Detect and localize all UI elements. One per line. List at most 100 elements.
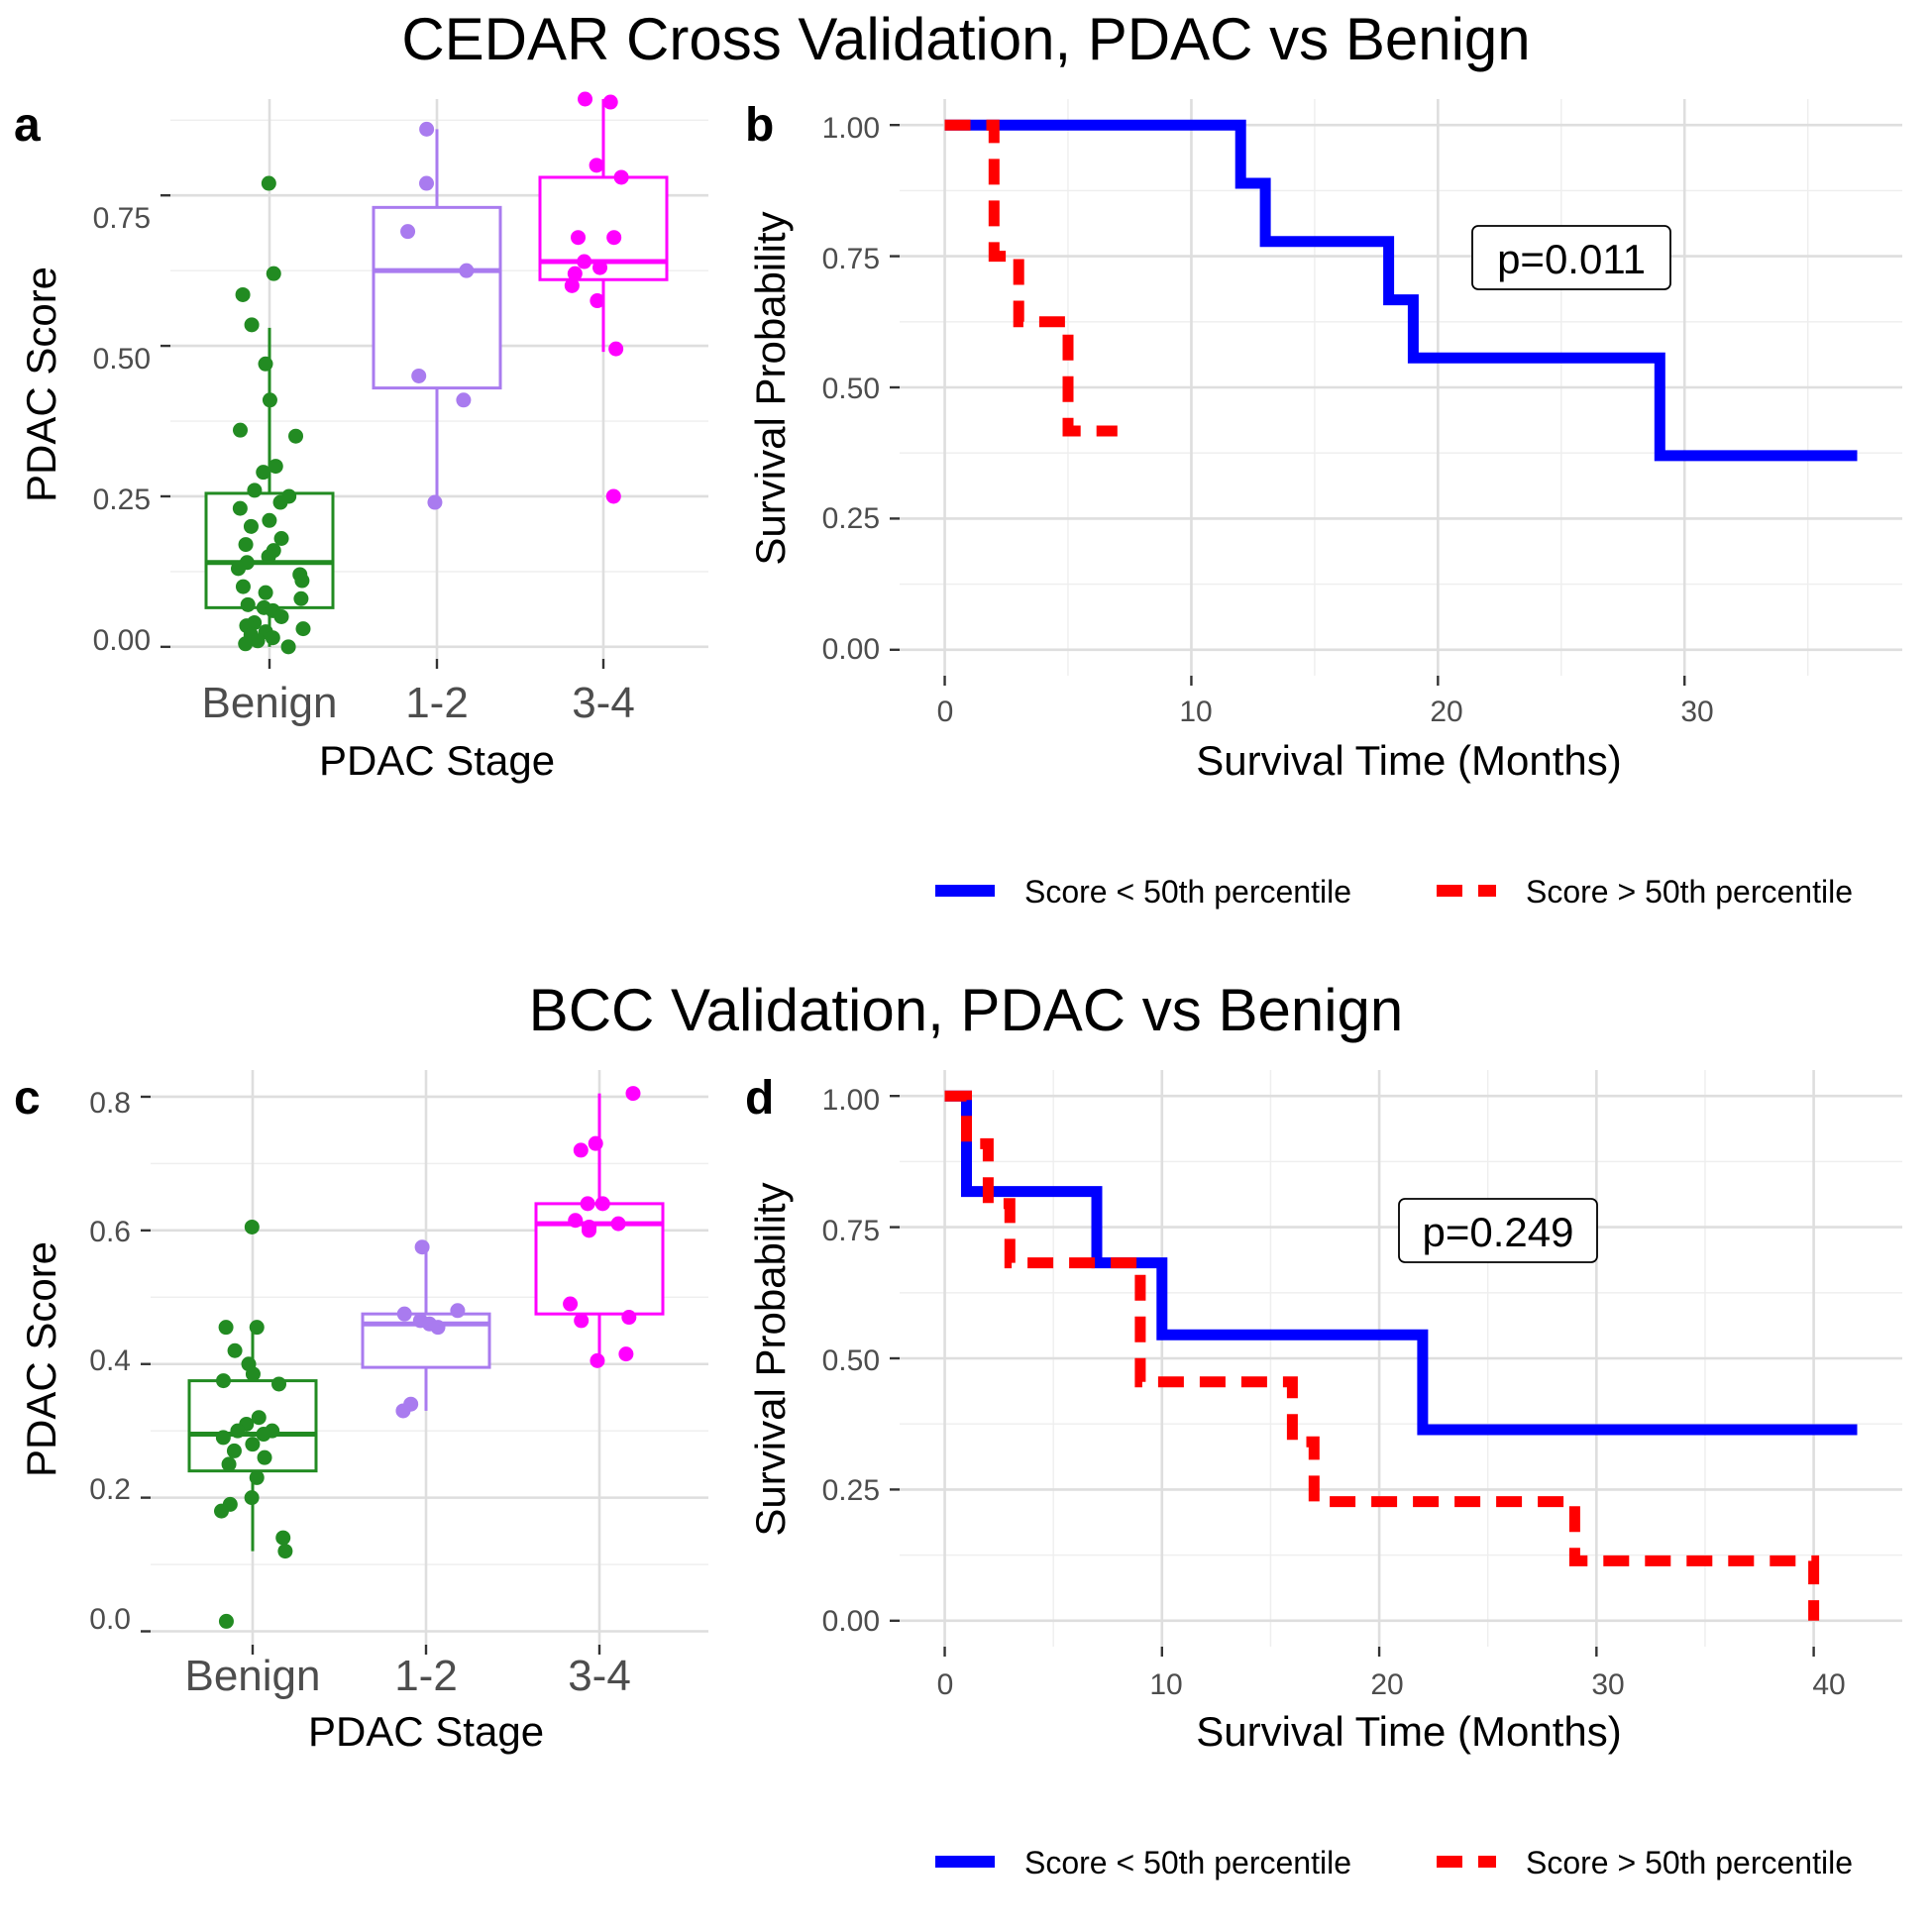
panel-c-x-axis-title: PDAC Stage [308,1708,544,1755]
panel-d-x-axis-title: Survival Time (Months) [1196,1708,1621,1755]
panel-c-data-point [218,1320,234,1336]
panel-c-data-point [226,1443,242,1458]
panel-a-data-point [235,286,251,302]
panel-c-data-point [227,1342,243,1358]
panel-a-data-point [606,230,622,246]
panel-c-box-body [534,1202,665,1316]
panel-a-data-point [232,422,248,438]
panel-c-data-point [244,1219,260,1234]
panel-a-data-point [280,639,296,655]
panel-a-data-point [268,459,283,475]
panel-b-survival-curve-high [944,119,1118,437]
panel-c-data-point [573,1142,589,1158]
panel-d-x-tick-30: 30 [1591,1668,1624,1701]
panel-c-data-point [215,1430,231,1446]
panel-c-data-point [396,1306,412,1322]
panel-c-data-point [590,1352,605,1368]
panel-a-data-point [256,465,271,481]
panel-c-data-point [244,1490,260,1506]
panel-c-data-point [563,1296,579,1312]
panel-d-survival-curve-high [944,1090,1820,1621]
panel-a-data-point [261,175,276,191]
panel-c-x-tick-stage-3-4: 3-4 [568,1652,631,1700]
bottom-figure-title: BCC Validation, PDAC vs Benign [529,977,1404,1043]
panel-c-data-point [574,1313,590,1329]
panel-b-x-tick-10: 10 [1179,696,1212,728]
panel-c-data-point [214,1503,230,1519]
panel-c-y-axis-title: PDAC Score [18,1241,64,1477]
panel-d-x-tick-40: 40 [1812,1668,1845,1701]
panel-c-data-point [621,1310,637,1326]
panel-a-data-point [235,579,251,594]
top-legend-high-label: Score > 50th percentile [1526,874,1853,910]
panel-a-data-point [564,277,580,293]
panel-a-data-point [456,392,472,408]
panel-a-data-point [250,633,266,649]
panel-d-x-tick-0: 0 [937,1668,954,1701]
panel-letter-c: c [14,1072,41,1125]
top-legend: Score < 50th percentile Score > 50th per… [935,874,1853,910]
panel-c-data-point [275,1530,291,1546]
panel-c-y-tick-2: 0.4 [89,1344,131,1377]
panel-c-data-point [414,1239,430,1255]
panel-c-y-tick-1: 0.2 [89,1473,131,1506]
panel-b-x-tick-30: 30 [1680,696,1713,728]
panel-c-data-point [277,1544,293,1559]
panel-a-data-point [567,266,583,281]
panel-b-y-tick-0: 0.00 [822,633,880,666]
panel-a-data-point [608,341,624,357]
panel-c-data-point [256,1427,271,1443]
panel-a-data-point [427,494,443,510]
panel-b-pvalue-box [1471,225,1671,290]
panel-a-y-tick-2: 0.50 [93,343,151,376]
panel-c-y-tick-4: 0.8 [89,1087,131,1120]
panel-a-data-point [589,158,604,173]
panel-c-data-point [257,1449,272,1465]
panel-letter-d: d [745,1072,774,1125]
panel-d-y-tick-3: 0.75 [822,1215,880,1247]
panel-b-x-axis-title: Survival Time (Months) [1196,737,1621,784]
panel-a-data-point [571,230,587,246]
panel-b-x-tick-0: 0 [937,696,954,728]
panel-a-y-tick-1: 0.25 [93,483,151,516]
panel-a-data-point [265,630,280,646]
panel-c-data-point [580,1196,595,1212]
panel-a-data-point [273,608,289,624]
panel-a-data-point [266,266,281,281]
panel-a-data-point [243,518,259,534]
panel-a-data-point [578,91,593,107]
panel-c-data-point [249,1320,265,1336]
panel-c-data-point [588,1135,603,1151]
panel-letter-b: b [745,99,774,152]
panel-b-x-tick-20: 20 [1430,696,1462,728]
panel-a-data-point [262,512,277,528]
panel-a-data-point [258,356,273,372]
panel-c-y-tick-3: 0.6 [89,1216,131,1248]
panel-c-data-point [245,1366,261,1382]
panel-a-data-point [261,549,276,565]
panel-letter-a: a [14,99,41,152]
panel-c-data-point [245,1437,261,1452]
panel-c-data-point [618,1346,634,1362]
panel-a-data-point [238,537,254,553]
panel-b-y-tick-3: 0.75 [822,243,880,275]
top-figure-title: CEDAR Cross Validation, PDAC vs Benign [401,6,1530,72]
panel-c-box-2 [534,1093,665,1357]
panel-a-data-point [295,621,311,637]
panel-d-x-tick-10: 10 [1149,1668,1182,1701]
panel-a-data-point [400,224,416,240]
panel-a-data-point [411,368,427,383]
panel-a-x-axis-title: PDAC Stage [319,737,555,784]
panel-a-x-tick-stage-3-4: 3-4 [572,679,635,727]
panel-a-data-point [294,573,310,589]
panel-a-data-point [419,121,435,137]
panel-c-data-point [625,1086,641,1102]
panel-c-data-point [610,1216,626,1232]
panel-d-pvalue-label: p=0.249 [1423,1209,1574,1255]
panel-a-data-point [590,293,605,309]
panel-a-data-point [419,175,435,191]
panel-d-y-tick-2: 0.50 [822,1344,880,1377]
bottom-legend-low-label: Score < 50th percentile [1024,1845,1351,1880]
bottom-legend-high-label: Score > 50th percentile [1526,1845,1853,1880]
